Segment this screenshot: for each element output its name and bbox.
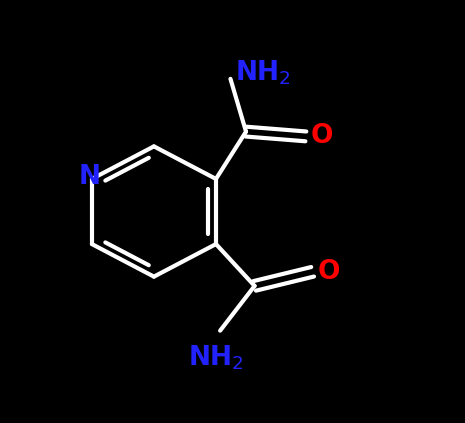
Text: NH$_2$: NH$_2$ [188,343,243,372]
Text: O: O [311,124,333,149]
Text: O: O [318,259,340,285]
Text: NH$_2$: NH$_2$ [235,58,291,87]
Text: N: N [79,164,100,190]
